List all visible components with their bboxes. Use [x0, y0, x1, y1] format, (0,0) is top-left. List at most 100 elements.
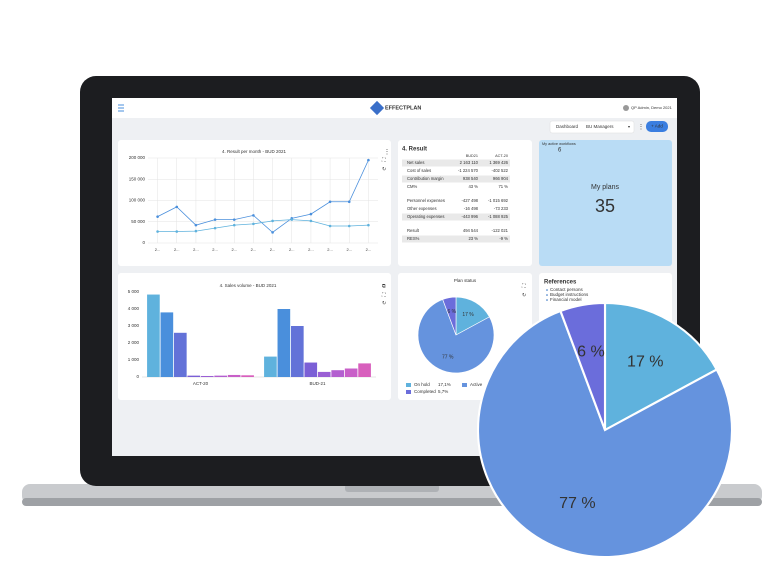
bar — [304, 362, 318, 377]
point — [232, 223, 236, 227]
row-label: Net sales — [407, 160, 424, 165]
select-label: Dashboard — [556, 124, 579, 129]
logo-icon — [369, 100, 385, 116]
point — [194, 229, 198, 233]
x-tick-label: 2... — [366, 247, 372, 252]
bar — [264, 356, 277, 377]
point — [367, 158, 370, 162]
row-highlight — [402, 235, 510, 243]
cell: -73 233 — [494, 206, 509, 211]
user-icon — [623, 105, 629, 111]
cell: 2 163 110 — [460, 160, 479, 165]
legend-swatch — [406, 383, 411, 387]
dashboard-select[interactable] — [549, 120, 635, 134]
more-icon[interactable]: ⋮ — [638, 125, 644, 131]
point — [232, 218, 236, 221]
pie-slice — [559, 301, 607, 431]
bar — [277, 309, 291, 377]
cell: 938 540 — [463, 176, 479, 181]
line — [157, 159, 369, 233]
brand: EFFECTPLAN — [385, 105, 421, 111]
refresh-icon[interactable]: ↻ — [522, 292, 526, 298]
reference-link[interactable]: Contact persons — [550, 287, 584, 292]
workflows-label: My active workflows — [542, 142, 576, 146]
point — [328, 224, 332, 228]
point — [271, 219, 274, 223]
widget-title: 4. Result per month - BUD 2021 — [222, 149, 287, 154]
bar — [241, 375, 254, 377]
widget-title: 4. Result — [402, 147, 427, 153]
pie-slice — [603, 301, 719, 432]
cell: -9 % — [499, 236, 508, 241]
point — [252, 214, 255, 217]
row-highlight — [402, 213, 510, 221]
row-label: CM% — [407, 184, 418, 189]
row-label: Other expenses — [407, 206, 437, 211]
row-label: Cost of sales — [407, 168, 431, 173]
point — [347, 224, 351, 228]
x-tick-label: BUD-21 — [309, 381, 326, 386]
y-tick-label: 1 000 — [128, 357, 140, 362]
card — [118, 140, 391, 266]
bar — [173, 332, 187, 377]
bar — [227, 374, 241, 377]
expand-icon[interactable]: ⛶ — [382, 292, 386, 298]
y-tick-label: 4 000 — [128, 306, 140, 311]
expand-icon[interactable]: ⛶ — [382, 157, 386, 163]
open-icon[interactable]: ⧉ — [382, 283, 386, 289]
widget-title: Plan status — [454, 278, 477, 283]
reference-link[interactable]: Budget instructions — [550, 292, 589, 297]
add-label: + Add — [651, 124, 663, 129]
pie-label: 17 % — [627, 354, 663, 371]
reference-link[interactable]: Financial model — [550, 297, 582, 302]
pie-label: 77 % — [442, 354, 454, 360]
bar — [200, 375, 214, 377]
legend-label: Completed — [414, 389, 436, 394]
point — [213, 226, 217, 230]
point — [328, 200, 332, 204]
plans-value: 35 — [595, 196, 615, 216]
card — [398, 140, 532, 266]
cell: -122 021 — [491, 228, 508, 233]
expand-icon[interactable]: ⛶ — [522, 283, 526, 289]
cell: -443 996 — [461, 214, 478, 219]
x-tick-label: 2... — [174, 247, 180, 252]
user-name[interactable]: QP Admin, Demo 2021 — [631, 105, 673, 110]
workflows-value: 6 — [558, 148, 562, 154]
select-caret: ▾ — [628, 124, 630, 129]
point — [175, 205, 179, 209]
legend-value: 5,7% — [438, 389, 448, 394]
row-label: Operating expenses — [407, 214, 444, 219]
x-tick-label: ACT-20 — [193, 381, 209, 386]
bullet — [546, 294, 548, 296]
row-label: RES% — [407, 236, 420, 241]
x-tick-label: 2... — [231, 247, 237, 252]
menu-icon[interactable] — [118, 104, 124, 112]
row-label: Personnel expenses — [407, 198, 445, 203]
cell: -1 015 692 — [488, 198, 509, 203]
legend-swatch — [462, 383, 467, 387]
add-button[interactable] — [646, 121, 668, 132]
point — [156, 215, 159, 218]
y-tick-label: 50 000 — [131, 219, 145, 224]
refresh-icon[interactable]: ↻ — [382, 166, 386, 172]
point — [347, 200, 351, 204]
plans-card[interactable] — [539, 140, 672, 266]
pie-label: 6 % — [577, 344, 605, 361]
more-icon[interactable]: ⋮ — [384, 150, 390, 156]
bar — [160, 312, 174, 377]
bar — [317, 371, 331, 377]
x-tick-label: 2... — [193, 247, 199, 252]
point — [271, 231, 274, 234]
pie-label: 77 % — [559, 495, 595, 512]
x-tick-label: 2... — [346, 247, 352, 252]
app-header — [112, 98, 677, 118]
cell: -402 522 — [491, 168, 508, 173]
x-tick-label: 2... — [251, 247, 257, 252]
point — [309, 219, 313, 223]
pie-slice — [417, 299, 495, 374]
point — [213, 218, 217, 221]
refresh-icon[interactable]: ↻ — [382, 300, 386, 306]
